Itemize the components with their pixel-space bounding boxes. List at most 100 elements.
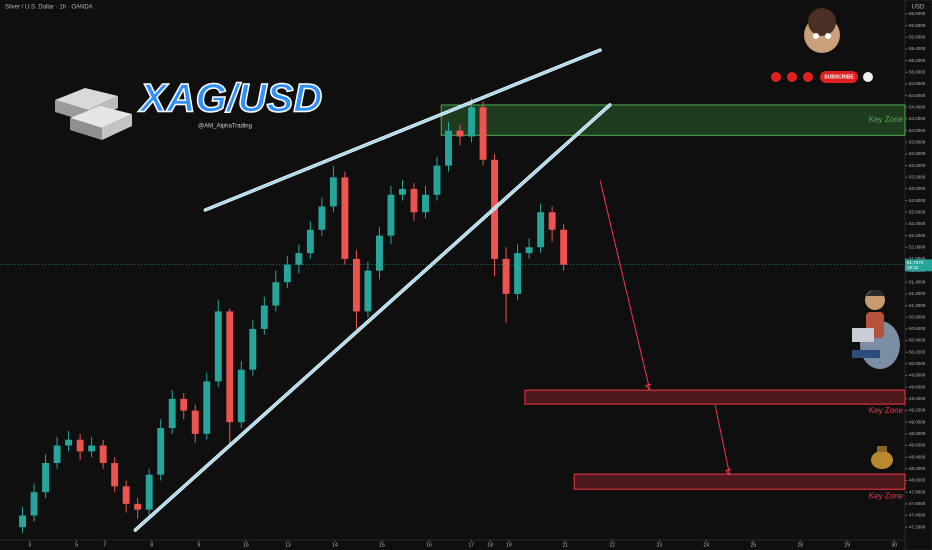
candle-body <box>399 188 406 195</box>
x-tick-label: 17 <box>469 542 475 548</box>
x-tick-label: 9 <box>197 542 200 548</box>
silver-bars-icon <box>55 88 132 140</box>
candle-body <box>479 107 487 160</box>
candle-body <box>30 492 38 516</box>
y-tick-label: 55.2000 <box>909 58 926 63</box>
candle-body <box>203 381 211 434</box>
y-tick-label: 51.0000 <box>909 303 926 308</box>
candle-body <box>352 258 360 312</box>
x-tick-label: 10 <box>243 542 249 548</box>
avatar-icon <box>804 8 840 53</box>
symbol-header: Silver / U.S. Dollar · 1h · OANDA <box>5 5 93 11</box>
comment-button[interactable] <box>787 72 797 82</box>
y-tick-label: 55.8000 <box>909 23 926 28</box>
like-button[interactable] <box>771 72 781 82</box>
y-tick-label: 49.2000 <box>909 408 926 413</box>
y-tick-label: 47.2000 <box>909 524 926 529</box>
y-tick-label: 55.6000 <box>909 35 926 40</box>
x-tick-label: 21 <box>562 542 568 548</box>
arrow-head <box>645 383 652 391</box>
candle-body <box>237 369 245 423</box>
x-tick-label: 22 <box>609 542 615 548</box>
y-tick-label: 49.0000 <box>909 419 926 424</box>
x-tick-label: 19 <box>506 542 512 548</box>
trendline <box>134 103 611 532</box>
last-price-tag <box>905 259 932 272</box>
candle-body <box>560 229 568 265</box>
y-tick-label: 50.6000 <box>909 326 926 331</box>
candle-body <box>537 212 545 248</box>
candle-body <box>295 253 303 265</box>
currency: USD <box>912 5 925 11</box>
key-zone-label: Key Zone <box>869 406 904 415</box>
candle-body <box>249 328 257 370</box>
key-zone-label: Key Zone <box>869 491 904 500</box>
y-tick-label: 48.4000 <box>909 454 926 459</box>
candle-body <box>433 165 441 195</box>
chart-title: XAG/USD <box>138 77 322 121</box>
y-tick-label: 53.6000 <box>909 151 926 156</box>
x-tick-label: 5 <box>75 542 78 548</box>
candle-body <box>99 445 107 464</box>
candle-body <box>387 194 395 236</box>
y-tick-label: 47.8000 <box>909 489 926 494</box>
countdown: 19:34 <box>907 265 919 270</box>
arrow <box>714 405 731 476</box>
candle-body <box>226 311 234 423</box>
y-tick-label: 48.0000 <box>909 478 926 483</box>
x-tick-label: 25 <box>750 542 756 548</box>
subscribe-label[interactable]: SUBSCRIBE <box>824 74 854 80</box>
key-zone <box>573 473 906 490</box>
candle-body <box>502 258 510 294</box>
y-tick-label: 54.6000 <box>909 93 926 98</box>
candle-body <box>42 463 50 493</box>
y-tick-label: 49.4000 <box>909 396 926 401</box>
watermark: @AM_AlphaTrading <box>198 124 252 130</box>
candle-body <box>329 177 337 207</box>
candle-body <box>145 474 153 510</box>
candle-body <box>272 282 280 306</box>
money-bag-icon <box>871 446 893 469</box>
y-tick-label: 55.0000 <box>909 69 926 74</box>
y-tick-label: 50.4000 <box>909 338 926 343</box>
last-price-label: 51.7070 <box>907 260 924 265</box>
candle-body <box>318 206 326 230</box>
y-tick-label: 52.2000 <box>909 233 926 238</box>
subscribe-button[interactable] <box>820 71 858 83</box>
x-tick-label: 28 <box>797 542 803 548</box>
y-tick-label: 53.2000 <box>909 174 926 179</box>
candle-body <box>422 194 429 213</box>
candle-body <box>214 311 222 382</box>
x-tick-label: 13 <box>285 542 291 548</box>
y-tick-label: 48.8000 <box>909 431 926 436</box>
candle-body <box>410 188 418 213</box>
trendline <box>204 49 602 211</box>
candle-body <box>306 229 314 254</box>
y-tick-label: 54.2000 <box>909 116 926 121</box>
x-tick-label: 29 <box>844 542 850 548</box>
candle-body <box>283 264 291 283</box>
y-tick-label: 47.4000 <box>909 513 926 518</box>
candle-body <box>122 486 130 504</box>
candle-body <box>88 445 96 452</box>
arrow <box>599 180 651 391</box>
candle-body <box>548 212 556 230</box>
candle-body <box>445 130 452 166</box>
bell-button[interactable] <box>863 72 873 82</box>
candle-body <box>53 445 61 464</box>
y-tick-label: 55.4000 <box>909 46 926 51</box>
y-tick-label: 53.0000 <box>909 186 926 191</box>
x-tick-label: 15 <box>379 542 385 548</box>
y-tick-label: 54.8000 <box>909 81 926 86</box>
x-tick-label: 23 <box>656 542 662 548</box>
y-tick-label: 50.0000 <box>909 361 926 366</box>
key-zone-label: Key Zone <box>869 115 904 124</box>
share-button[interactable] <box>803 72 813 82</box>
candle-body <box>260 305 268 329</box>
x-tick-label: 3 <box>28 542 31 548</box>
candle-body <box>157 428 165 475</box>
candle-body <box>180 398 188 411</box>
candle-body <box>19 515 27 528</box>
y-tick-label: 53.4000 <box>909 163 926 168</box>
